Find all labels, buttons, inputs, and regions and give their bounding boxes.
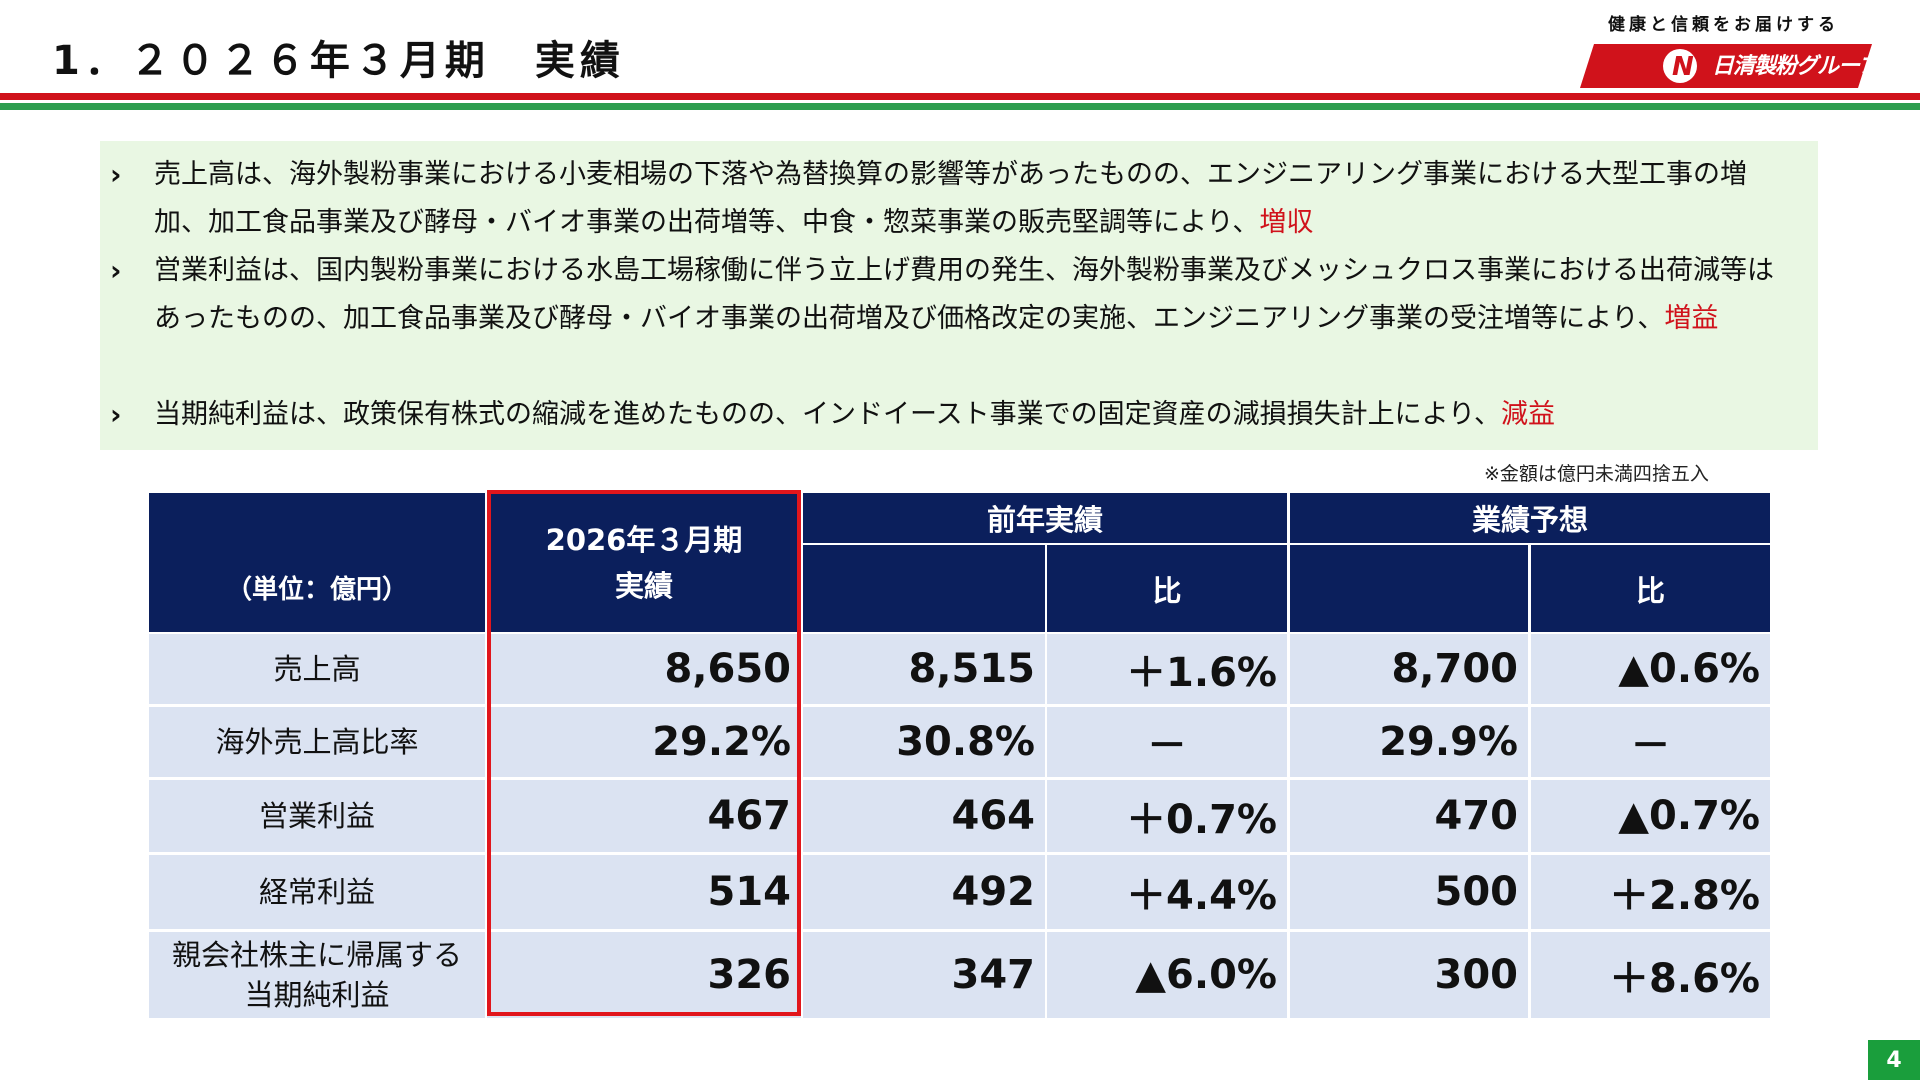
prev-value: 347 [803, 932, 1045, 1018]
page-number: 4 [1868, 1040, 1920, 1080]
current-year-header: 2026年３月期 実績 [487, 493, 801, 632]
summary-text: 当期純利益は、政策保有株式の縮減を進めたものの、インドイースト事業での固定資産の… [154, 399, 1502, 430]
summary-bullet: › 当期純利益は、政策保有株式の縮減を進めたものの、インドイースト事業での固定資… [110, 391, 1800, 439]
prev-value: 492 [803, 855, 1045, 929]
summary-bullet: › 営業利益は、国内製粉事業における水島工場稼働に伴う立上げ費用の発生、海外製粉… [110, 247, 1800, 343]
forecast-ratio-subheader: 比 [1531, 545, 1770, 632]
summary-text: 営業利益は、国内製粉事業における水島工場稼働に伴う立上げ費用の発生、海外製粉事業… [154, 255, 1774, 334]
prev-value: 30.8% [803, 707, 1045, 777]
company-logo: N [1580, 44, 1872, 88]
summary-result: 増益 [1664, 303, 1719, 334]
row-label: 売上高 [149, 634, 485, 704]
forecast-value: 8,700 [1290, 634, 1528, 704]
company-logo-text: 日清製粉グループ [1712, 54, 1880, 79]
forecast-value: 500 [1290, 855, 1528, 929]
forecast-ratio: ＋8.6% [1531, 932, 1770, 1018]
row-label: 親会社株主に帰属する 当期純利益 [149, 932, 485, 1018]
prev-ratio: ＋0.7% [1047, 780, 1287, 852]
prev-ratio-subheader: 比 [1047, 545, 1287, 632]
summary-result: 増収 [1259, 207, 1314, 238]
current-year-header-line2: 実績 [614, 568, 673, 603]
rounding-note: ※金額は億円未満四捨五入 [1484, 463, 1709, 485]
current-year-highlight [487, 490, 801, 1016]
forecast-ratio: ＋2.8% [1531, 855, 1770, 929]
row-label: 経常利益 [149, 855, 485, 929]
forecast-ratio: ▲0.6% [1531, 634, 1770, 704]
forecast-value: 29.9% [1290, 707, 1528, 777]
current-value: 326 [487, 932, 801, 1018]
header-divider-green [0, 103, 1920, 110]
summary-text: 売上高は、海外製粉事業における小麦相場の下落や為替換算の影響等があったものの、エ… [154, 159, 1747, 238]
current-year-header-line1: 2026年３月期 [545, 522, 743, 557]
chevron-right-icon: › [110, 398, 122, 431]
forecast-value: 300 [1290, 932, 1528, 1018]
forecast-ratio: ▲0.7% [1531, 780, 1770, 852]
forecast-value: 470 [1290, 780, 1528, 852]
current-value: 8,650 [487, 634, 801, 704]
row-label: 営業利益 [149, 780, 485, 852]
row-label-line1: 親会社株主に帰属する [171, 938, 462, 972]
header-divider-red [0, 93, 1920, 100]
company-tagline: 健康と信頼をお届けする [1608, 15, 1839, 35]
chevron-right-icon: › [110, 158, 122, 191]
prev-year-header: 前年実績 [803, 493, 1287, 543]
current-value: 514 [487, 855, 801, 929]
prev-value: 464 [803, 780, 1045, 852]
row-label-line2: 当期純利益 [244, 978, 390, 1012]
row-label: 海外売上高比率 [149, 707, 485, 777]
summary-box: › 売上高は、海外製粉事業における小麦相場の下落や為替換算の影響等があったものの… [100, 141, 1818, 450]
unit-header: （単位：億円） [149, 493, 485, 632]
forecast-value-subheader [1290, 545, 1528, 632]
prev-ratio: ▲6.0% [1047, 932, 1287, 1018]
summary-bullet: › 売上高は、海外製粉事業における小麦相場の下落や為替換算の影響等があったものの… [110, 151, 1800, 247]
prev-ratio: ＋1.6% [1047, 634, 1287, 704]
prev-ratio: － [1047, 707, 1287, 777]
forecast-header: 業績予想 [1290, 493, 1770, 543]
prev-ratio: ＋4.4% [1047, 855, 1287, 929]
current-value: 467 [487, 780, 801, 852]
prev-value: 8,515 [803, 634, 1045, 704]
svg-text:N: N [1672, 52, 1694, 82]
forecast-ratio: － [1531, 707, 1770, 777]
prev-value-subheader [803, 545, 1045, 632]
page-title: 1．２０２６年３月期 実績 [52, 38, 625, 84]
chevron-right-icon: › [110, 254, 122, 287]
current-value: 29.2% [487, 707, 801, 777]
summary-result: 減益 [1501, 399, 1556, 430]
